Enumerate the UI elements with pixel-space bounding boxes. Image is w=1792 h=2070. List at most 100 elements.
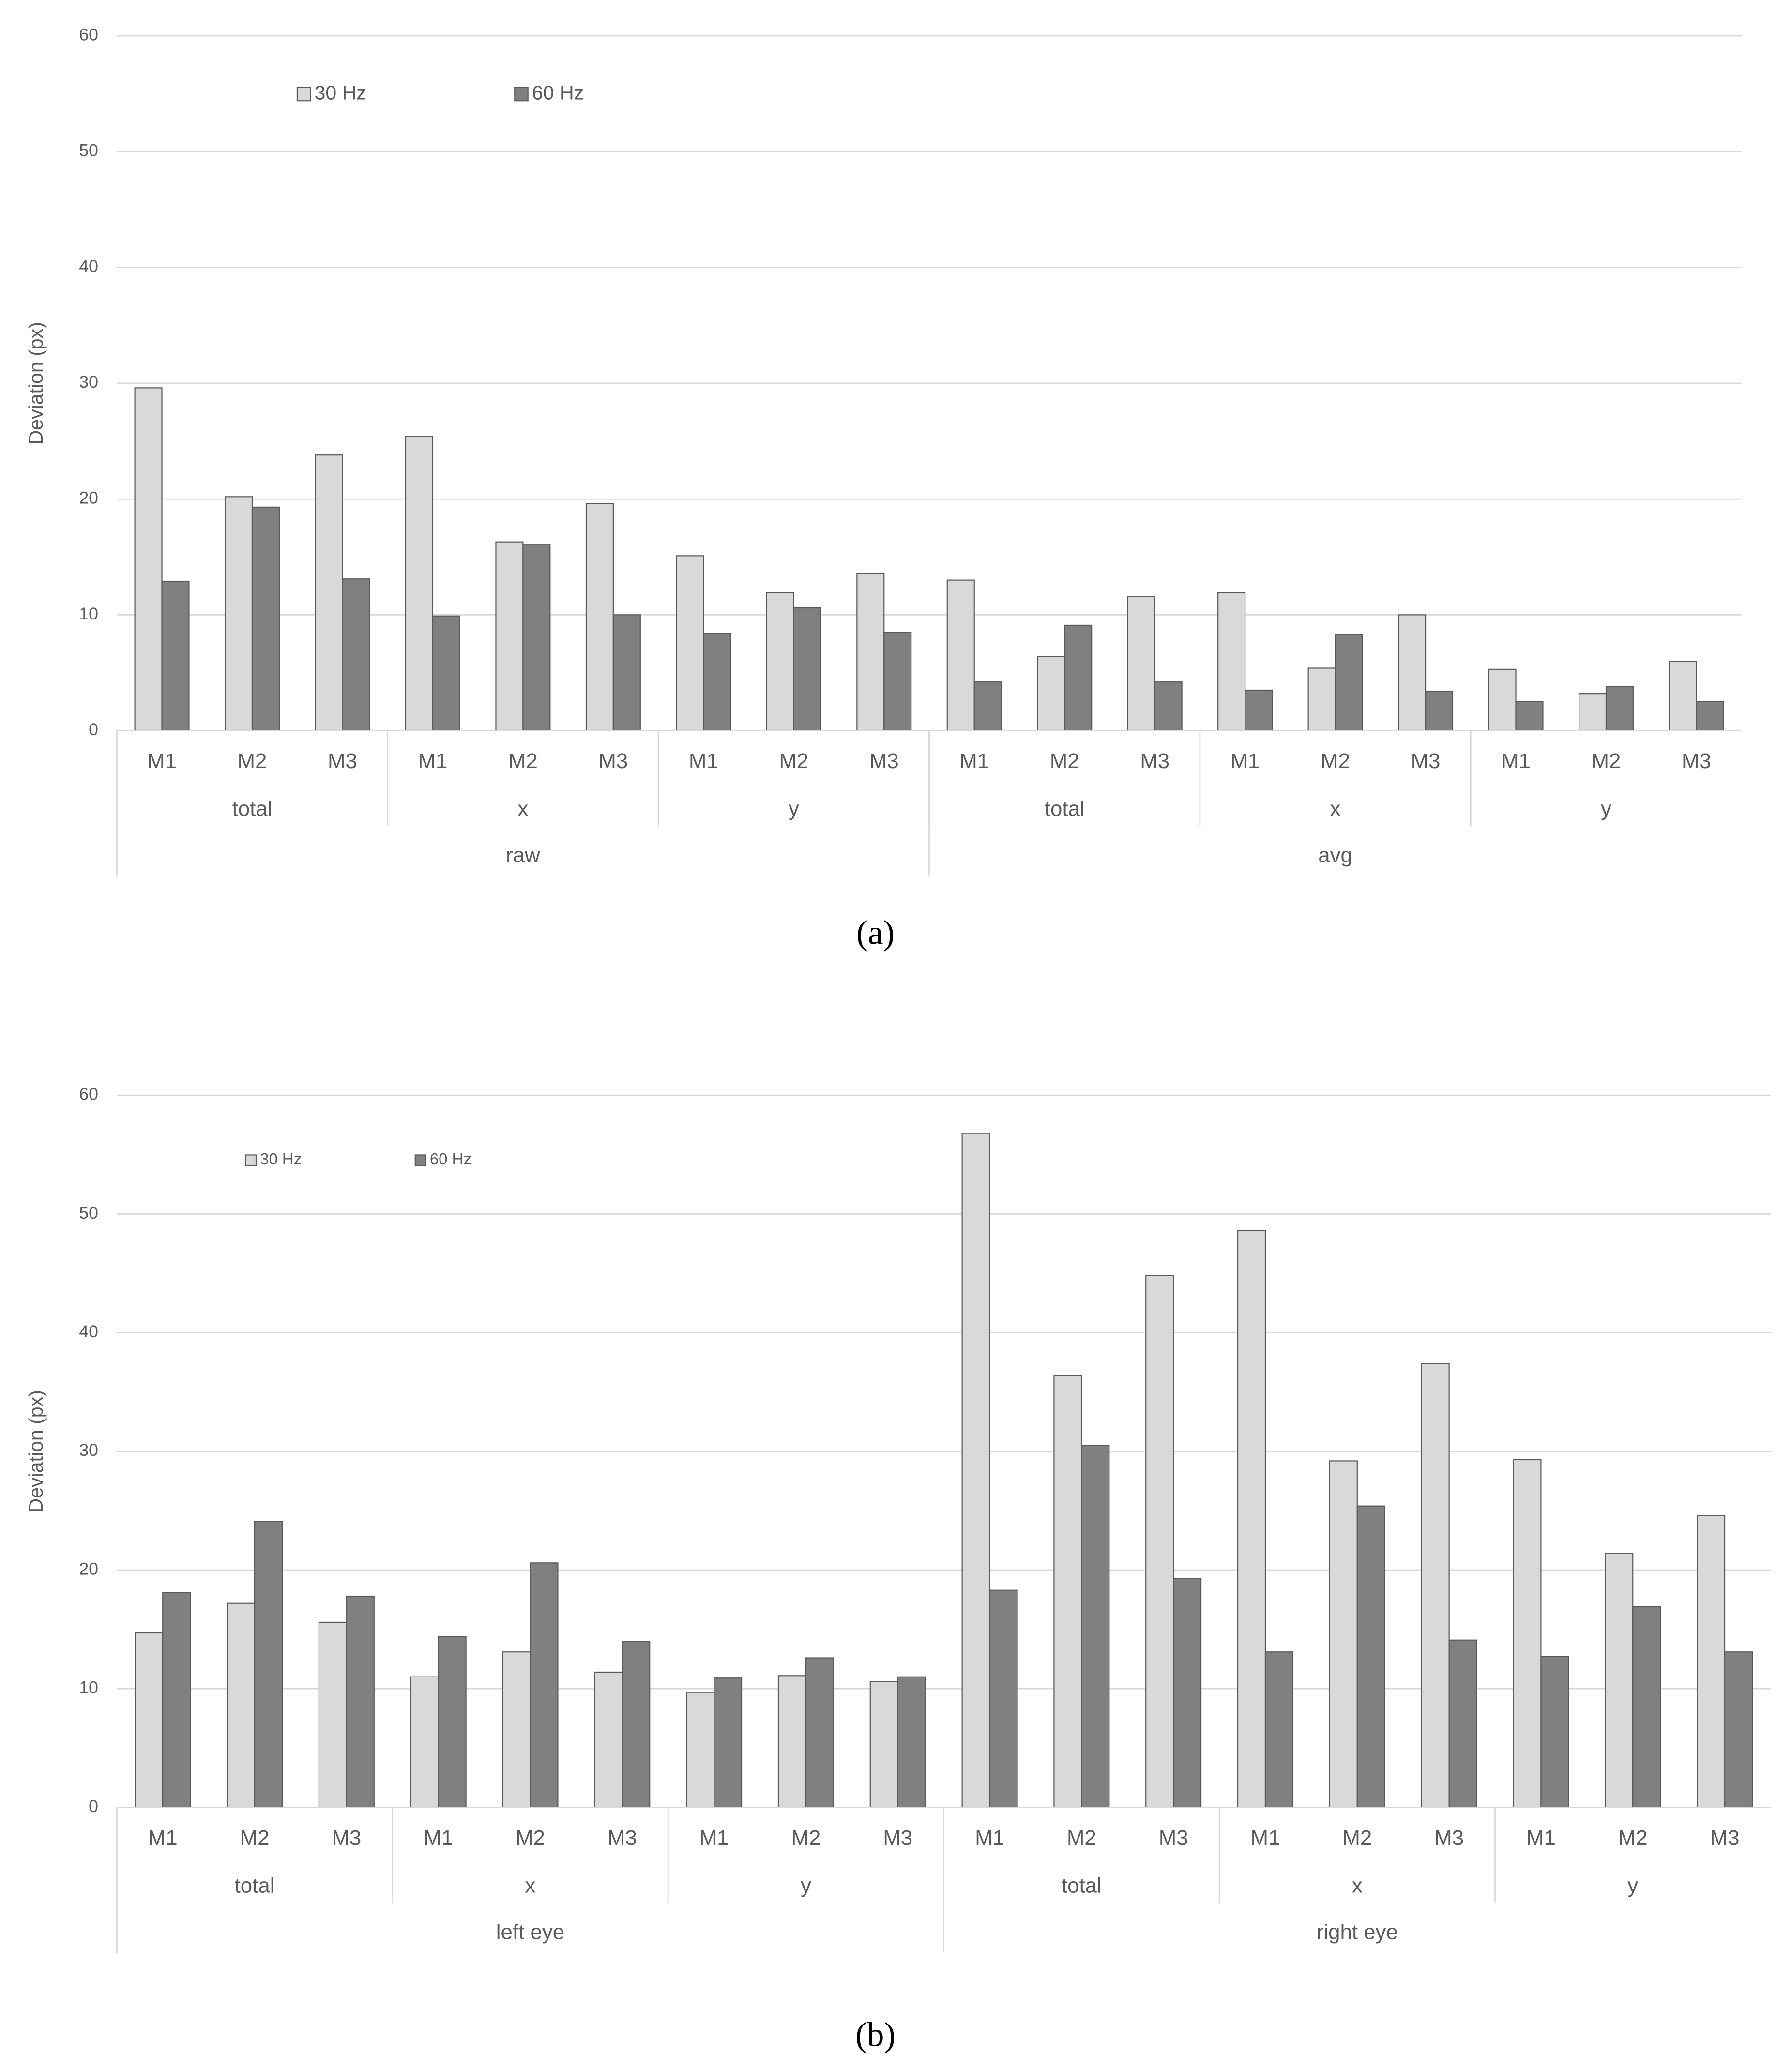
bar <box>522 544 551 731</box>
y-tick-label: 50 <box>79 141 98 160</box>
bar <box>686 1692 715 1808</box>
x-tick-label: M3 <box>1682 749 1711 773</box>
bar <box>346 1595 375 1808</box>
category-group-label: total <box>235 1874 275 1897</box>
bar <box>897 1676 926 1808</box>
bar <box>161 580 190 731</box>
x-tick-label: M3 <box>1140 749 1169 773</box>
bar <box>1237 1230 1266 1808</box>
bar <box>612 614 641 731</box>
x-tick-label: M1 <box>147 749 177 773</box>
bar <box>989 1589 1018 1808</box>
x-tick-label: M2 <box>1342 1826 1372 1850</box>
x-tick-label: M1 <box>959 749 989 773</box>
category-group-label: x <box>1352 1874 1363 1897</box>
bar <box>1064 624 1093 731</box>
bar <box>1356 1505 1385 1808</box>
legend-label: 30 Hz <box>260 1150 302 1168</box>
caption: (b) <box>855 2016 896 2054</box>
y-tick-label: 40 <box>79 257 98 276</box>
x-tick-label: M2 <box>1618 1826 1648 1850</box>
bar <box>1053 1375 1082 1808</box>
x-tick-label: M2 <box>238 749 267 773</box>
bar <box>1540 1656 1569 1808</box>
bar <box>134 387 163 731</box>
y-tick-label: 50 <box>79 1203 98 1223</box>
legend-label: 60 Hz <box>430 1150 471 1168</box>
y-tick-label: 0 <box>89 720 98 739</box>
bar <box>251 506 280 731</box>
category-group-label: total <box>1045 797 1085 821</box>
x-tick-label: M2 <box>779 749 808 773</box>
legend-swatch <box>296 87 311 102</box>
x-tick-label: M1 <box>689 749 718 773</box>
bar <box>1513 1459 1542 1808</box>
y-tick-label: 10 <box>79 1678 98 1697</box>
bar <box>1307 667 1336 731</box>
bar <box>1081 1445 1110 1808</box>
bar <box>438 1636 467 1808</box>
x-tick-label: M3 <box>607 1826 637 1850</box>
category-group-label: y <box>789 797 799 821</box>
bar <box>594 1671 623 1808</box>
bar <box>869 1681 898 1808</box>
legend-label: 60 Hz <box>532 81 584 104</box>
y-tick-label: 40 <box>79 1322 98 1341</box>
bar <box>883 632 912 731</box>
x-tick-label: M2 <box>1321 749 1350 773</box>
legend-swatch <box>244 1154 257 1166</box>
bar <box>1696 701 1724 731</box>
bar <box>585 503 614 731</box>
bar <box>766 592 794 731</box>
bar <box>1697 1515 1726 1808</box>
bar <box>432 615 460 731</box>
y-tick-label: 30 <box>79 1440 98 1460</box>
bar <box>1398 614 1427 731</box>
bar <box>1425 691 1454 731</box>
bar <box>502 1651 531 1808</box>
bar <box>226 1602 256 1808</box>
x-tick-label: M2 <box>1592 749 1621 773</box>
bar <box>1605 1553 1634 1808</box>
x-tick-label: M1 <box>148 1826 178 1850</box>
bar <box>135 1632 164 1808</box>
bar <box>703 633 731 731</box>
bar <box>805 1657 834 1808</box>
category-group-label: y <box>801 1874 811 1897</box>
category-group-label: avg <box>1318 844 1352 867</box>
x-tick-label: M1 <box>699 1826 729 1850</box>
bar <box>530 1562 559 1808</box>
bar <box>315 454 343 731</box>
legend-swatch <box>514 87 529 102</box>
bar <box>405 436 434 731</box>
y-tick-label: 20 <box>79 488 98 508</box>
bar <box>856 573 885 731</box>
y-axis-title: Deviation (px) <box>25 322 47 444</box>
bar <box>622 1641 651 1808</box>
bar <box>1488 668 1517 731</box>
bar <box>410 1676 439 1808</box>
y-tick-label: 0 <box>89 1797 98 1816</box>
x-tick-label: M3 <box>1710 1826 1740 1850</box>
category-group-label: x <box>525 1874 536 1897</box>
bar <box>946 579 975 731</box>
bar <box>1632 1606 1661 1808</box>
x-tick-label: M2 <box>516 1826 545 1850</box>
bar <box>1245 689 1273 731</box>
category-group-label: x <box>1330 797 1341 821</box>
x-tick-label: M3 <box>332 1826 361 1850</box>
category-group-label: total <box>232 797 273 821</box>
bar <box>495 541 524 731</box>
x-tick-label: M2 <box>791 1826 820 1850</box>
x-tick-label: M2 <box>240 1826 270 1850</box>
x-tick-label: M3 <box>1411 749 1441 773</box>
x-tick-label: M2 <box>508 749 538 773</box>
bar <box>973 681 1002 731</box>
bar <box>1127 596 1155 731</box>
x-tick-label: M1 <box>1251 1826 1280 1850</box>
x-tick-label: M2 <box>1050 749 1079 773</box>
bar <box>793 607 821 731</box>
bar <box>676 555 704 731</box>
bar <box>1217 592 1246 731</box>
bar <box>318 1621 347 1808</box>
